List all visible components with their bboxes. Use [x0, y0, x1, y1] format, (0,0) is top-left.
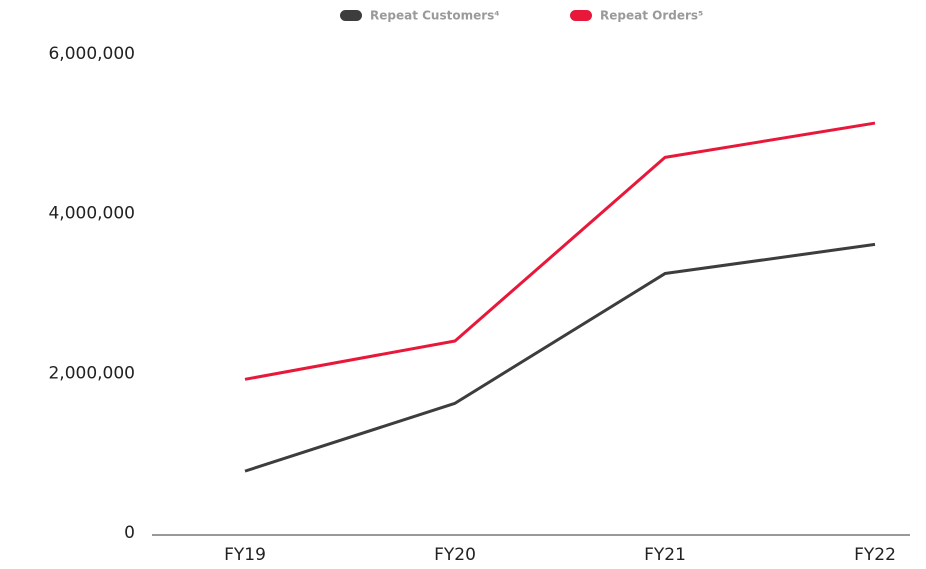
x-tick-label: FY22 [854, 545, 896, 565]
x-tick-label: FY20 [434, 545, 476, 565]
legend-label: Repeat Orders⁵ [600, 9, 703, 23]
x-tick-label: FY21 [644, 545, 686, 565]
series-line [244, 121, 876, 381]
legend-swatch [340, 10, 362, 21]
y-tick-label: 2,000,000 [48, 363, 135, 383]
x-tick-label: FY19 [224, 545, 266, 565]
y-tick-label: 0 [124, 523, 135, 543]
y-tick-label: 6,000,000 [48, 44, 135, 64]
legend-label: Repeat Customers⁴ [370, 9, 500, 23]
legend-swatch [570, 10, 592, 21]
series-line [244, 242, 876, 473]
y-tick-label: 4,000,000 [48, 204, 135, 224]
